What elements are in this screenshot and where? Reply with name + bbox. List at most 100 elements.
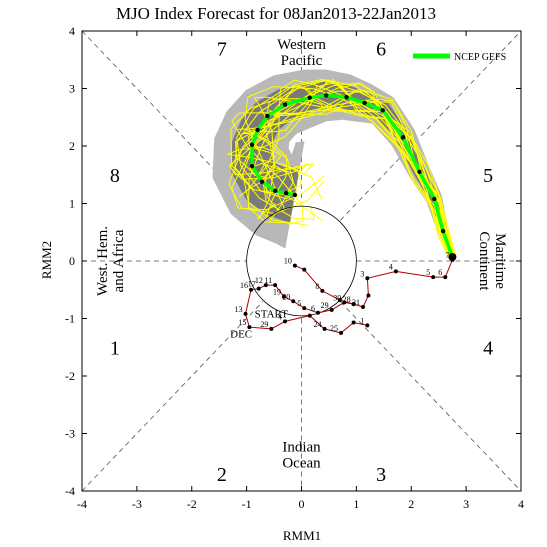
- forecast-mean-point: [344, 94, 349, 100]
- forecast-mean-point: [259, 179, 265, 184]
- observed-point: [243, 311, 248, 316]
- observed-point-label: 4: [278, 312, 282, 321]
- ensemble-member-line: [247, 101, 455, 261]
- observed-point: [302, 267, 307, 272]
- observed-point-label: 6: [311, 304, 315, 313]
- observed-point: [263, 283, 268, 288]
- phase-label: 1: [110, 337, 120, 359]
- observed-point-label: 6: [438, 268, 442, 277]
- observed-point: [393, 269, 398, 274]
- y-tick-label: 1: [69, 197, 75, 211]
- x-tick-label: -1: [242, 497, 252, 511]
- region-label-line: West. Hem.: [95, 226, 111, 296]
- x-tick-label: -2: [187, 497, 197, 511]
- observed-point: [273, 283, 278, 288]
- observed-series-line: [294, 259, 453, 308]
- observed-point: [351, 302, 356, 307]
- forecast-start-point: [448, 252, 457, 261]
- forecast-mean-point: [282, 102, 288, 107]
- observed-point: [281, 294, 286, 299]
- observed-point: [365, 323, 370, 328]
- ensemble-member-line: [231, 85, 450, 255]
- observed-point: [247, 325, 252, 330]
- observed-point: [256, 286, 261, 291]
- region-label-line: Ocean: [282, 455, 321, 471]
- phase-divider-line: [82, 301, 263, 491]
- observed-point-label: 5: [297, 299, 301, 308]
- observed-point: [320, 288, 325, 293]
- phase-divider-line: [340, 301, 521, 491]
- ensemble-member-line: [228, 86, 450, 256]
- phase-label: 5: [483, 165, 493, 187]
- observed-point: [351, 320, 356, 325]
- region-label: Indian Ocean: [282, 439, 321, 471]
- y-axis-label: RMM2: [39, 241, 54, 279]
- y-tick-label: -2: [65, 369, 75, 383]
- observed-point-label: 29: [260, 320, 268, 329]
- observed-point: [329, 307, 334, 312]
- forecast-mean-point: [249, 142, 255, 148]
- observed-point-label: 4: [389, 262, 393, 271]
- forecast-mean-point: [417, 169, 422, 175]
- observed-point-label: 24: [314, 320, 322, 329]
- forecast-mean-point: [283, 190, 289, 196]
- phase-label: 7: [217, 38, 227, 60]
- x-tick-label: 0: [299, 497, 305, 511]
- region-label-line: Continent: [476, 231, 492, 291]
- observed-point-label: 17: [248, 280, 256, 289]
- observed-point: [307, 313, 312, 318]
- y-tick-label: -4: [65, 484, 75, 498]
- observed-point: [431, 275, 436, 280]
- y-tick-label: -1: [65, 312, 75, 326]
- forecast-mean-point: [380, 108, 385, 113]
- observed-point: [302, 306, 307, 311]
- forecast-mean-point: [400, 135, 406, 140]
- ensemble-member-line: [230, 98, 450, 259]
- observed-point: [291, 299, 296, 304]
- observed-point-label: 29: [321, 301, 329, 310]
- region-label: MaritimeContinent: [476, 231, 508, 291]
- observed-point: [292, 263, 297, 268]
- forecast-mean-point: [307, 95, 312, 100]
- observed-point-label: 19: [273, 288, 281, 297]
- region-label-line: and Africa: [111, 229, 127, 292]
- ensemble-member-line: [229, 78, 452, 255]
- observed-point: [322, 326, 327, 331]
- chart-annotation: DEC: [230, 328, 252, 340]
- observed-point-label: 8: [315, 282, 319, 291]
- observed-point: [342, 300, 347, 305]
- observed-point-label: 25: [330, 324, 338, 333]
- legend-label: NCEP GEFS: [454, 52, 506, 63]
- observed-point: [366, 293, 371, 298]
- x-tick-label: 3: [463, 497, 469, 511]
- observed-point-label: 10: [284, 257, 292, 266]
- observed-point: [283, 319, 288, 324]
- x-axis-label: RMM1: [283, 528, 321, 543]
- region-label-line: Maritime: [492, 233, 508, 289]
- observed-point-label: 13: [235, 305, 243, 314]
- observed-series-line: [244, 284, 368, 334]
- x-tick-label: 2: [408, 497, 414, 511]
- x-tick-label: 1: [353, 497, 359, 511]
- observed-point: [269, 326, 274, 331]
- forecast-mean-point: [362, 100, 367, 106]
- chart-annotation: START: [255, 308, 289, 320]
- observed-point-label: 20: [282, 292, 290, 301]
- forecast-mean-point: [440, 228, 446, 234]
- observed-point-label: 12: [255, 276, 263, 285]
- observed-point: [315, 310, 320, 315]
- observed-point-label: 1: [360, 316, 364, 325]
- observed-point: [339, 330, 344, 335]
- region-label-line: Pacific: [281, 53, 323, 69]
- observed-point-label: 16: [240, 281, 248, 290]
- observed-point: [360, 305, 365, 309]
- phase-label: 2: [217, 464, 227, 486]
- phase-label: 3: [376, 464, 386, 486]
- phase-divider-line: [340, 31, 521, 221]
- chart-title: MJO Index Forecast for 08Jan2013-22Jan20…: [116, 4, 436, 23]
- phase-label: 4: [483, 337, 493, 359]
- forecast-mean-point: [272, 188, 278, 194]
- observed-point-label: 11: [264, 276, 272, 285]
